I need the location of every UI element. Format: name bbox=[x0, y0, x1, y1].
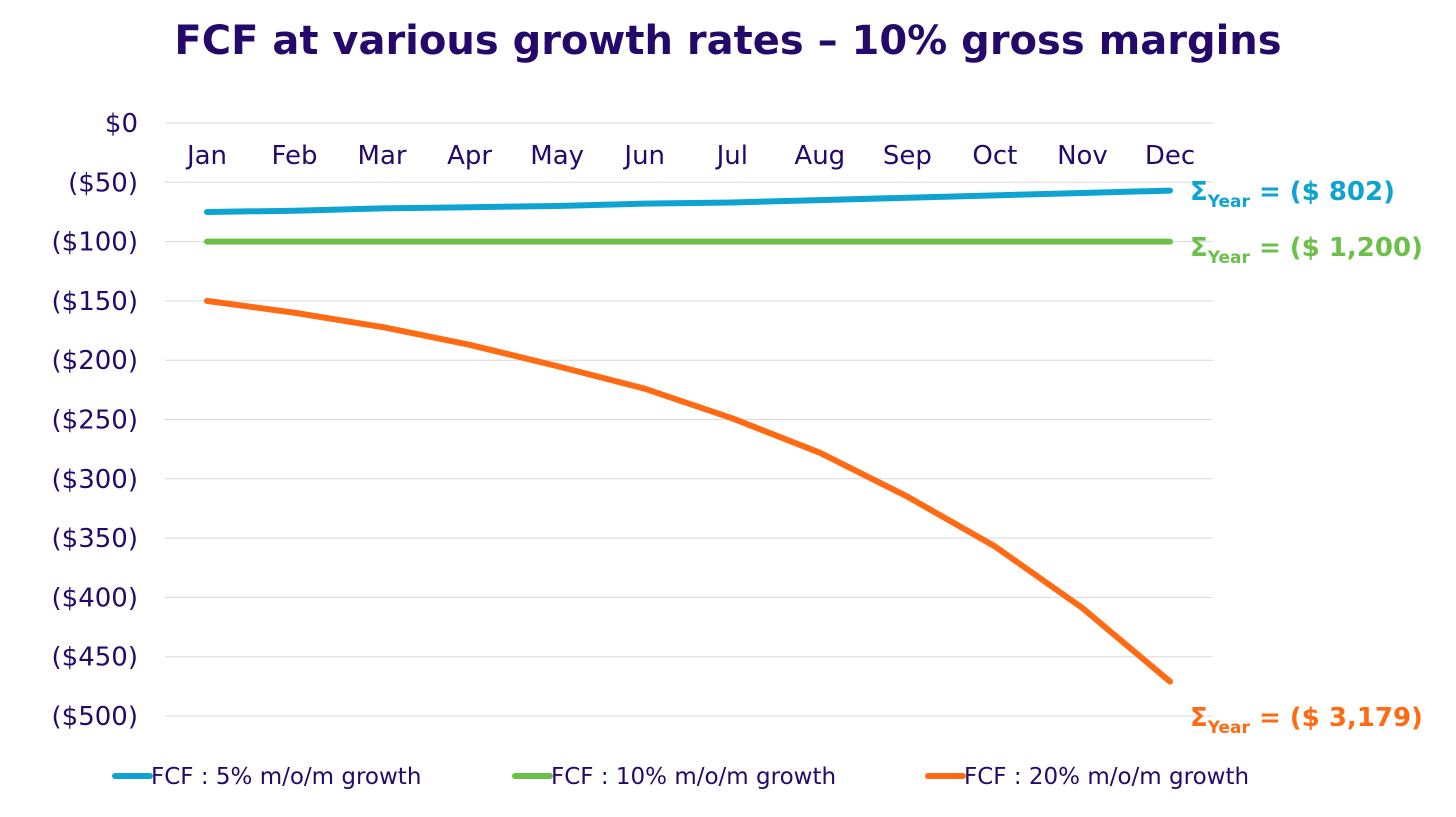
y-tick-label: ($250) bbox=[52, 406, 138, 436]
y-tick-label: ($50) bbox=[68, 168, 138, 198]
x-tick-label: Apr bbox=[447, 141, 492, 171]
x-tick-label: Jul bbox=[715, 141, 748, 171]
y-tick-label: ($450) bbox=[52, 643, 138, 673]
x-tick-label: May bbox=[530, 141, 584, 171]
series-line bbox=[204, 187, 1173, 215]
x-tick-label: Jun bbox=[622, 141, 665, 171]
y-tick-label: ($100) bbox=[52, 228, 138, 258]
x-tick-label: Oct bbox=[972, 141, 1017, 171]
x-tick-label: Sep bbox=[883, 141, 932, 171]
x-tick-label: Aug bbox=[794, 141, 845, 171]
x-tick-label: Nov bbox=[1057, 141, 1108, 171]
y-tick-label: ($500) bbox=[52, 702, 138, 732]
x-tick-label: Dec bbox=[1145, 141, 1195, 171]
sum-annotation: ΣYear = ($ 802) bbox=[1190, 177, 1395, 212]
y-tick-label: $0 bbox=[105, 109, 138, 139]
legend-label: FCF : 20% m/o/m growth bbox=[964, 764, 1249, 790]
y-tick-label: ($300) bbox=[52, 465, 138, 495]
x-tick-label: Feb bbox=[272, 141, 318, 171]
y-tick-label: ($150) bbox=[52, 287, 138, 317]
chart-title: FCF at various growth rates – 10% gross … bbox=[174, 18, 1282, 64]
legend-label: FCF : 10% m/o/m growth bbox=[551, 764, 836, 790]
sum-annotation: ΣYear = ($ 1,200) bbox=[1190, 233, 1423, 268]
x-tick-label: Jan bbox=[185, 141, 227, 171]
y-tick-label: ($200) bbox=[52, 346, 138, 376]
legend-label: FCF : 5% m/o/m growth bbox=[151, 764, 421, 790]
sum-annotation: ΣYear = ($ 3,179) bbox=[1190, 703, 1423, 738]
y-tick-label: ($400) bbox=[52, 583, 138, 613]
x-tick-label: Mar bbox=[358, 141, 407, 171]
series-line bbox=[204, 297, 1173, 685]
y-tick-label: ($350) bbox=[52, 524, 138, 554]
